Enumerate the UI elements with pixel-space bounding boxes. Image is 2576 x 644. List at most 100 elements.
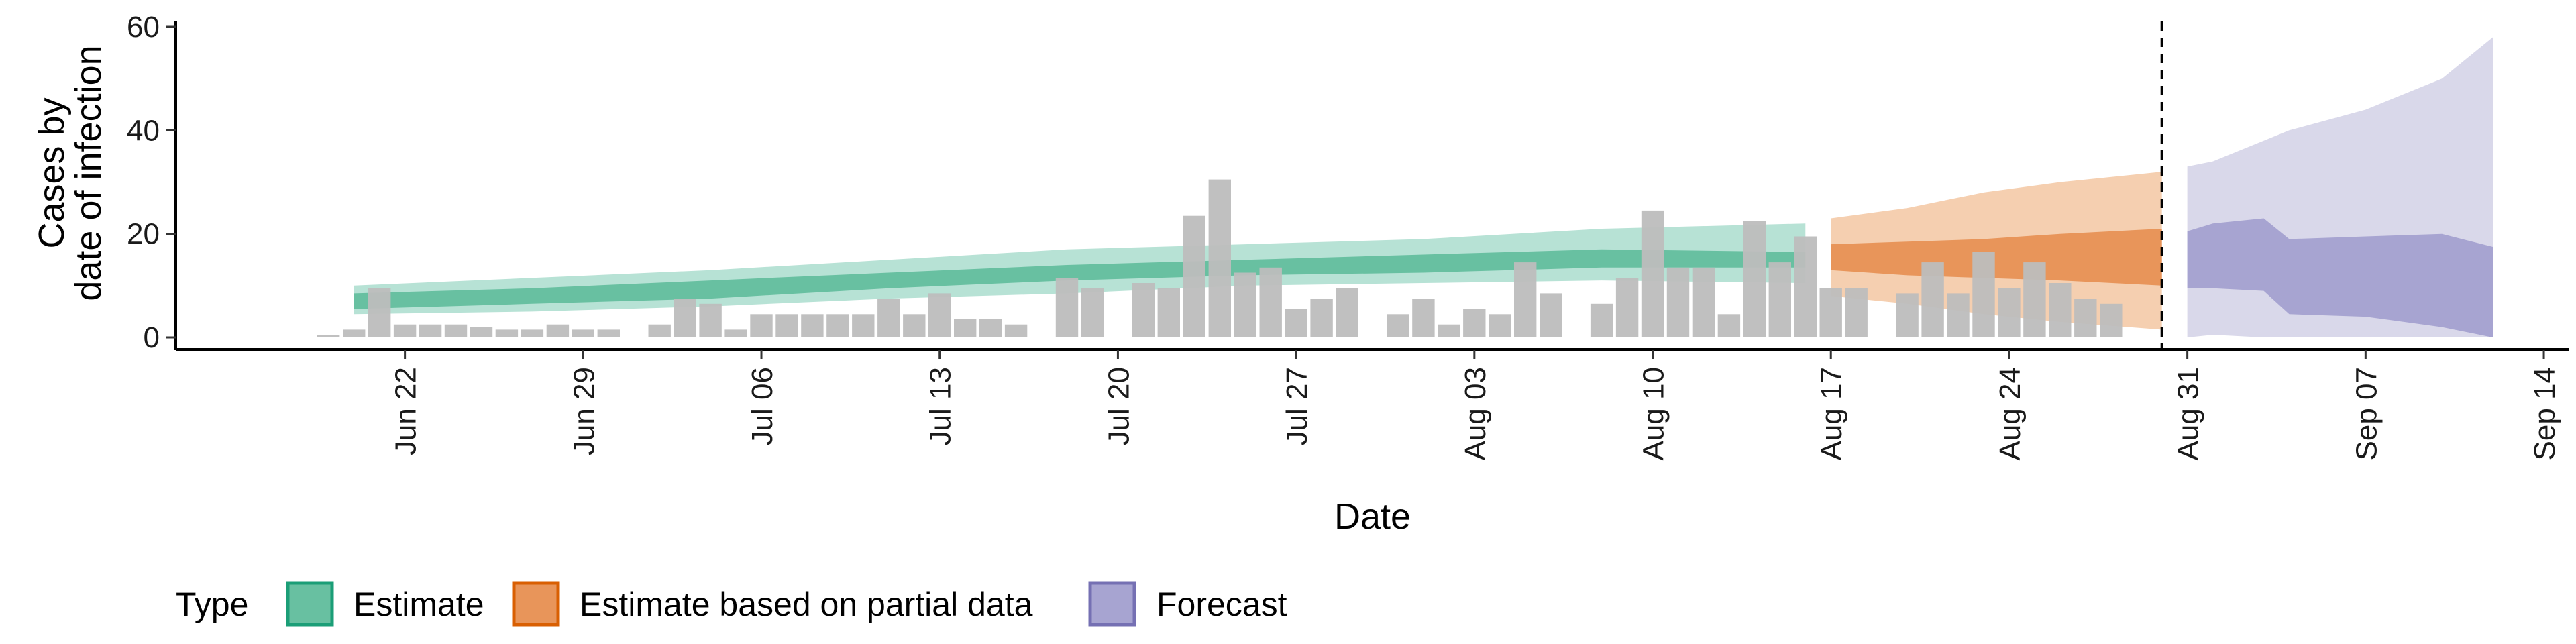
bar xyxy=(1157,288,1180,337)
x-tick-label: Aug 03 xyxy=(1459,367,1492,460)
bar xyxy=(903,314,926,337)
bar xyxy=(521,329,544,337)
x-tick-label: Jun 29 xyxy=(568,367,600,455)
bar xyxy=(1055,278,1079,337)
bar xyxy=(1259,267,1282,337)
bar xyxy=(928,293,951,337)
bar xyxy=(1666,267,1690,337)
y-tick-label: 40 xyxy=(127,114,160,147)
x-tick-label: Sep 07 xyxy=(2350,367,2383,460)
bar xyxy=(648,324,671,337)
band-inner-1 xyxy=(1831,229,2162,286)
bar xyxy=(1336,288,1358,337)
bar xyxy=(852,314,875,337)
bar xyxy=(699,303,722,337)
bar xyxy=(724,329,747,337)
bar xyxy=(2049,283,2072,337)
bar xyxy=(979,319,1002,337)
bar xyxy=(1463,309,1486,337)
y-tick-label: 0 xyxy=(144,321,160,354)
bar xyxy=(1310,299,1333,337)
y-axis-title-line-2: date of infection xyxy=(68,45,109,301)
x-tick-label: Jul 20 xyxy=(1102,367,1135,445)
bar xyxy=(1183,215,1205,337)
bar xyxy=(317,335,340,337)
bar xyxy=(801,314,824,337)
bar xyxy=(368,288,391,337)
bar xyxy=(1489,314,1511,337)
bar xyxy=(1794,236,1817,337)
bar xyxy=(1004,324,1028,337)
x-tick-label: Aug 24 xyxy=(1994,367,2027,460)
bar xyxy=(1692,267,1715,337)
interval-bands xyxy=(354,37,2493,338)
bars xyxy=(317,179,2123,337)
bar xyxy=(1641,210,1664,337)
x-tick-label: Jul 13 xyxy=(924,367,957,445)
legend: Type Estimate Estimate based on partial … xyxy=(176,581,1287,627)
bar xyxy=(1819,288,1842,337)
x-tick-label: Aug 10 xyxy=(1638,367,1670,460)
legend-item-estimate: Estimate xyxy=(286,581,484,627)
axes: 0 20 40 60 Jun 22 Jun 29 Jul 06 Jul 13 Jul 20 Jul… xyxy=(127,11,2569,460)
bar xyxy=(826,314,849,337)
legend-label-estimate-partial: Estimate based on partial data xyxy=(580,586,1033,623)
bar xyxy=(750,314,773,337)
bar xyxy=(2074,299,2097,337)
bar xyxy=(546,324,570,337)
bar xyxy=(674,299,696,337)
bar xyxy=(1285,309,1307,337)
bar xyxy=(1234,272,1256,337)
bar xyxy=(1947,293,1970,337)
bar xyxy=(1412,299,1435,337)
x-tick-label: Jul 27 xyxy=(1281,367,1313,445)
bar xyxy=(1132,283,1155,337)
band-inner-0 xyxy=(354,249,1806,309)
bar xyxy=(1540,293,1562,337)
bar xyxy=(775,314,798,337)
legend-key-estimate xyxy=(286,581,334,627)
bar xyxy=(470,327,493,337)
bar xyxy=(1921,262,1944,337)
legend-title: Type xyxy=(176,586,248,623)
bar xyxy=(572,329,594,337)
x-tick-label: Jul 06 xyxy=(746,367,779,445)
x-tick-label: Aug 17 xyxy=(1815,367,1848,460)
bar xyxy=(1514,262,1537,337)
bar xyxy=(1845,288,1868,337)
x-tick-label: Sep 14 xyxy=(2528,367,2561,460)
bar xyxy=(1615,278,1639,337)
bar xyxy=(1438,324,1460,337)
bar xyxy=(1743,221,1766,337)
bar xyxy=(2023,262,2046,337)
y-tick-label: 60 xyxy=(127,11,160,44)
x-tick-label: Jun 22 xyxy=(390,367,423,455)
bar xyxy=(393,324,417,337)
legend-label-estimate: Estimate xyxy=(354,586,484,623)
bar xyxy=(1717,314,1741,337)
bar xyxy=(877,299,900,337)
bar xyxy=(444,324,468,337)
bar xyxy=(419,324,442,337)
legend-key-forecast xyxy=(1088,581,1136,627)
bar xyxy=(1768,262,1791,337)
bar xyxy=(1387,314,1409,337)
x-axis-title: Date xyxy=(1334,496,1411,537)
legend-item-estimate-partial: Estimate based on partial data xyxy=(512,581,1033,627)
bar xyxy=(1896,293,1919,337)
bar xyxy=(597,329,620,337)
bar xyxy=(1590,303,1613,337)
bar xyxy=(954,319,977,337)
bar xyxy=(1081,288,1104,337)
legend-key-estimate-partial xyxy=(512,581,560,627)
bar xyxy=(1972,252,1995,337)
x-tick-label: Aug 31 xyxy=(2172,367,2205,460)
y-tick-label: 20 xyxy=(127,218,160,251)
legend-label-forecast: Forecast xyxy=(1157,586,1287,623)
band-inner-2 xyxy=(2187,218,2493,337)
bar xyxy=(1998,288,2021,337)
bar xyxy=(2100,303,2123,337)
y-axis-title-line-1: Cases by xyxy=(32,97,72,248)
bar xyxy=(343,329,366,337)
